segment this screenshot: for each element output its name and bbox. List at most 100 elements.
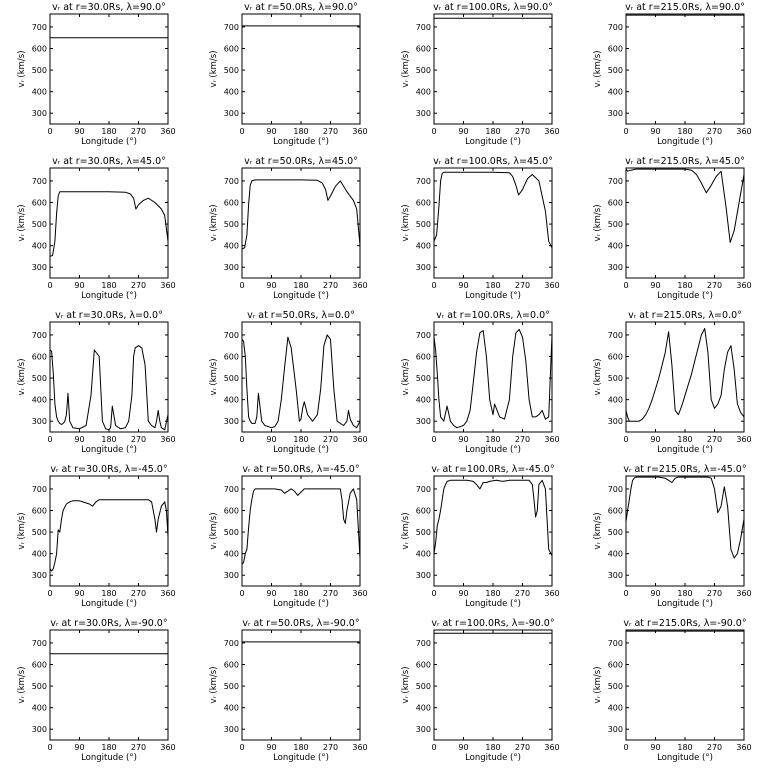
y-tick-label: 600 xyxy=(32,507,47,516)
y-tick-label: 300 xyxy=(608,571,623,580)
y-axis-label: vᵣ (km/s) xyxy=(17,50,27,87)
y-tick-label: 300 xyxy=(224,109,239,118)
x-tick-label: 180 xyxy=(677,127,692,136)
x-tick-label: 180 xyxy=(677,281,692,290)
x-tick-label: 0 xyxy=(239,127,244,136)
plot-frame xyxy=(433,13,553,125)
y-tick-label: 400 xyxy=(608,550,623,559)
subplot-title: vᵣ at r=215.0Rs, λ=90.0° xyxy=(625,2,745,13)
subplot-title: vᵣ at r=50.0Rs, λ=-90.0° xyxy=(242,618,359,629)
plot-frame xyxy=(241,629,361,741)
y-axis-label: vᵣ (km/s) xyxy=(209,358,219,395)
y-tick-label: 400 xyxy=(32,242,47,251)
series-line xyxy=(434,329,552,429)
x-tick-label: 90 xyxy=(266,435,276,444)
y-tick-label: 700 xyxy=(416,23,431,32)
subplot-2: vᵣ at r=50.0Rs, λ=90.0° 0 90 180 270 360 300 40… xyxy=(209,2,368,147)
x-axis-label: Longitude (°) xyxy=(657,445,713,455)
x-tick-label: 270 xyxy=(323,435,338,444)
x-axis-label: Longitude (°) xyxy=(657,291,713,301)
subplot-title: vᵣ at r=50.0Rs, λ=-45.0° xyxy=(242,464,359,475)
x-tick-label: 180 xyxy=(293,589,308,598)
x-tick-label: 0 xyxy=(623,589,628,598)
subplot-title: vᵣ at r=215.0Rs, λ=0.0° xyxy=(628,310,742,321)
y-tick-label: 600 xyxy=(32,661,47,670)
subplot-6: vᵣ at r=50.0Rs, λ=45.0° 0 90 180 270 360 300 40… xyxy=(209,156,368,301)
x-tick-label: 180 xyxy=(293,743,308,752)
series-line xyxy=(626,168,744,243)
x-tick-label: 270 xyxy=(515,589,530,598)
x-tick-label: 0 xyxy=(239,589,244,598)
y-axis-label: vᵣ (km/s) xyxy=(209,512,219,549)
x-axis-label: Longitude (°) xyxy=(81,445,137,455)
subplot-title: vᵣ at r=50.0Rs, λ=90.0° xyxy=(244,2,358,13)
subplot-title: vᵣ at r=50.0Rs, λ=0.0° xyxy=(247,310,355,321)
x-tick-label: 360 xyxy=(544,589,559,598)
y-tick-label: 300 xyxy=(224,263,239,272)
y-tick-label: 500 xyxy=(224,220,239,229)
x-tick-label: 0 xyxy=(47,435,52,444)
y-tick-label: 400 xyxy=(224,704,239,713)
x-tick-label: 270 xyxy=(323,281,338,290)
x-tick-label: 270 xyxy=(707,589,722,598)
series-line xyxy=(50,345,168,431)
y-tick-label: 700 xyxy=(224,485,239,494)
y-tick-label: 300 xyxy=(224,725,239,734)
x-tick-label: 180 xyxy=(485,589,500,598)
y-tick-label: 600 xyxy=(416,353,431,362)
series-line xyxy=(242,488,360,565)
y-tick-label: 400 xyxy=(416,88,431,97)
x-tick-label: 0 xyxy=(431,435,436,444)
y-tick-label: 400 xyxy=(608,88,623,97)
y-tick-label: 700 xyxy=(224,23,239,32)
x-axis-label: Longitude (°) xyxy=(465,137,521,147)
x-tick-label: 90 xyxy=(266,743,276,752)
y-axis-label: vᵣ (km/s) xyxy=(17,358,27,395)
x-tick-label: 270 xyxy=(131,127,146,136)
x-tick-label: 270 xyxy=(323,589,338,598)
x-tick-label: 270 xyxy=(515,127,530,136)
x-axis-label: Longitude (°) xyxy=(657,599,713,609)
series-line xyxy=(626,328,744,422)
plot-frame xyxy=(625,321,745,433)
subplot-9: vᵣ at r=30.0Rs, λ=0.0° 0 90 180 270 360 300 400… xyxy=(17,310,176,455)
y-axis-label: vᵣ (km/s) xyxy=(209,50,219,87)
x-tick-label: 270 xyxy=(131,281,146,290)
y-tick-label: 600 xyxy=(224,353,239,362)
y-tick-label: 400 xyxy=(32,396,47,405)
x-tick-label: 180 xyxy=(485,435,500,444)
x-axis-label: Longitude (°) xyxy=(273,445,329,455)
y-tick-label: 600 xyxy=(224,661,239,670)
x-tick-label: 0 xyxy=(239,743,244,752)
y-tick-label: 700 xyxy=(608,23,623,32)
subplot-4: vᵣ at r=215.0Rs, λ=90.0° 0 90 180 270 360 300 4… xyxy=(593,2,752,147)
y-tick-label: 700 xyxy=(224,177,239,186)
x-tick-label: 360 xyxy=(352,589,367,598)
x-tick-label: 90 xyxy=(266,281,276,290)
y-tick-label: 600 xyxy=(416,507,431,516)
y-tick-label: 500 xyxy=(32,66,47,75)
subplot-17: vᵣ at r=30.0Rs, λ=-90.0° 0 90 180 270 360 300 4… xyxy=(17,618,176,763)
x-tick-label: 90 xyxy=(650,281,660,290)
x-tick-label: 180 xyxy=(677,435,692,444)
x-tick-label: 360 xyxy=(352,127,367,136)
series-line xyxy=(242,334,360,429)
y-tick-label: 600 xyxy=(416,661,431,670)
x-tick-label: 90 xyxy=(650,127,660,136)
x-tick-label: 360 xyxy=(352,743,367,752)
x-tick-label: 90 xyxy=(458,589,468,598)
subplot-title: vᵣ at r=215.0Rs, λ=45.0° xyxy=(625,156,745,167)
y-tick-label: 400 xyxy=(224,396,239,405)
y-tick-label: 300 xyxy=(608,725,623,734)
x-tick-label: 0 xyxy=(431,743,436,752)
y-tick-label: 600 xyxy=(416,199,431,208)
x-tick-label: 0 xyxy=(47,743,52,752)
subplot-3: vᵣ at r=100.0Rs, λ=90.0° 0 90 180 270 360 300 4… xyxy=(401,2,560,147)
y-tick-label: 400 xyxy=(416,396,431,405)
y-tick-label: 400 xyxy=(416,550,431,559)
y-tick-label: 500 xyxy=(224,528,239,537)
subplot-15: vᵣ at r=100.0Rs, λ=-45.0° 0 90 180 270 360 300… xyxy=(401,464,560,609)
y-tick-label: 600 xyxy=(608,45,623,54)
x-tick-label: 90 xyxy=(74,127,84,136)
